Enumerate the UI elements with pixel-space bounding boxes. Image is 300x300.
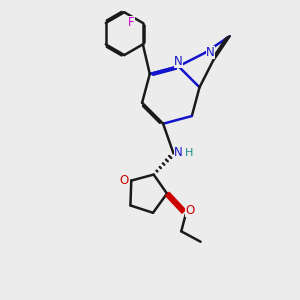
Text: H: H <box>185 148 193 158</box>
Text: F: F <box>128 16 134 29</box>
Text: N: N <box>174 146 182 159</box>
Text: N: N <box>206 46 215 59</box>
Text: N: N <box>174 55 183 68</box>
Text: O: O <box>185 204 194 217</box>
Text: O: O <box>119 174 128 187</box>
